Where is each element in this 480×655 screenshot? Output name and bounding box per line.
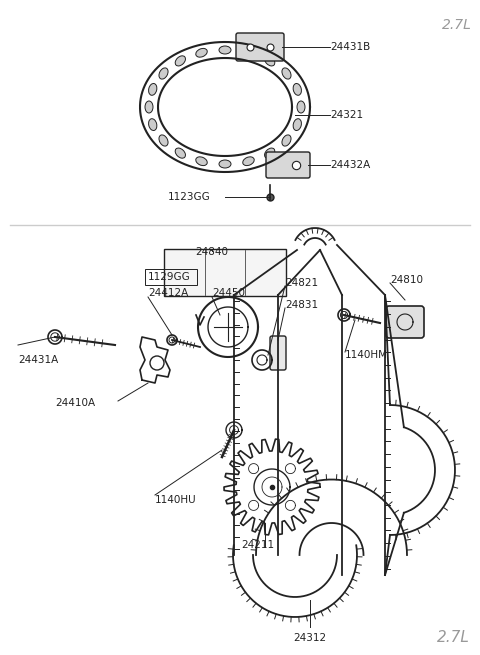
Ellipse shape (243, 48, 254, 57)
Ellipse shape (297, 101, 305, 113)
Ellipse shape (282, 68, 291, 79)
Text: 24431B: 24431B (330, 42, 370, 52)
Ellipse shape (196, 157, 207, 166)
FancyBboxPatch shape (236, 33, 284, 61)
FancyBboxPatch shape (270, 336, 286, 370)
Text: 24450: 24450 (212, 288, 245, 298)
Ellipse shape (282, 135, 291, 146)
Ellipse shape (293, 119, 301, 130)
Text: 1140HM: 1140HM (345, 350, 388, 360)
Text: 1123GG: 1123GG (168, 192, 211, 202)
Ellipse shape (293, 83, 301, 95)
Text: 24840: 24840 (195, 247, 228, 257)
FancyBboxPatch shape (386, 306, 424, 338)
Text: 24431A: 24431A (18, 355, 58, 365)
Text: 1129GG: 1129GG (148, 272, 191, 282)
Ellipse shape (243, 157, 254, 166)
Text: 24432A: 24432A (330, 160, 370, 170)
Text: 1140HU: 1140HU (155, 495, 197, 505)
Text: 24410A: 24410A (55, 398, 95, 408)
Ellipse shape (145, 101, 153, 113)
Ellipse shape (149, 83, 157, 95)
Ellipse shape (175, 148, 185, 158)
Text: 24810: 24810 (390, 275, 423, 285)
Text: 24211: 24211 (241, 540, 275, 550)
Ellipse shape (264, 56, 275, 66)
Text: 2.7L: 2.7L (437, 630, 470, 645)
Text: 24412A: 24412A (148, 288, 188, 298)
Ellipse shape (196, 48, 207, 57)
Text: 24321: 24321 (330, 110, 363, 120)
Ellipse shape (219, 160, 231, 168)
Ellipse shape (175, 56, 185, 66)
Ellipse shape (149, 119, 157, 130)
FancyBboxPatch shape (266, 152, 310, 178)
Ellipse shape (219, 46, 231, 54)
Text: 24831: 24831 (285, 300, 318, 310)
Text: 24821: 24821 (285, 278, 318, 288)
FancyBboxPatch shape (164, 249, 286, 296)
Ellipse shape (159, 68, 168, 79)
Ellipse shape (264, 148, 275, 158)
Ellipse shape (159, 135, 168, 146)
Text: 2.7L: 2.7L (442, 18, 472, 32)
Text: 24312: 24312 (293, 633, 326, 643)
